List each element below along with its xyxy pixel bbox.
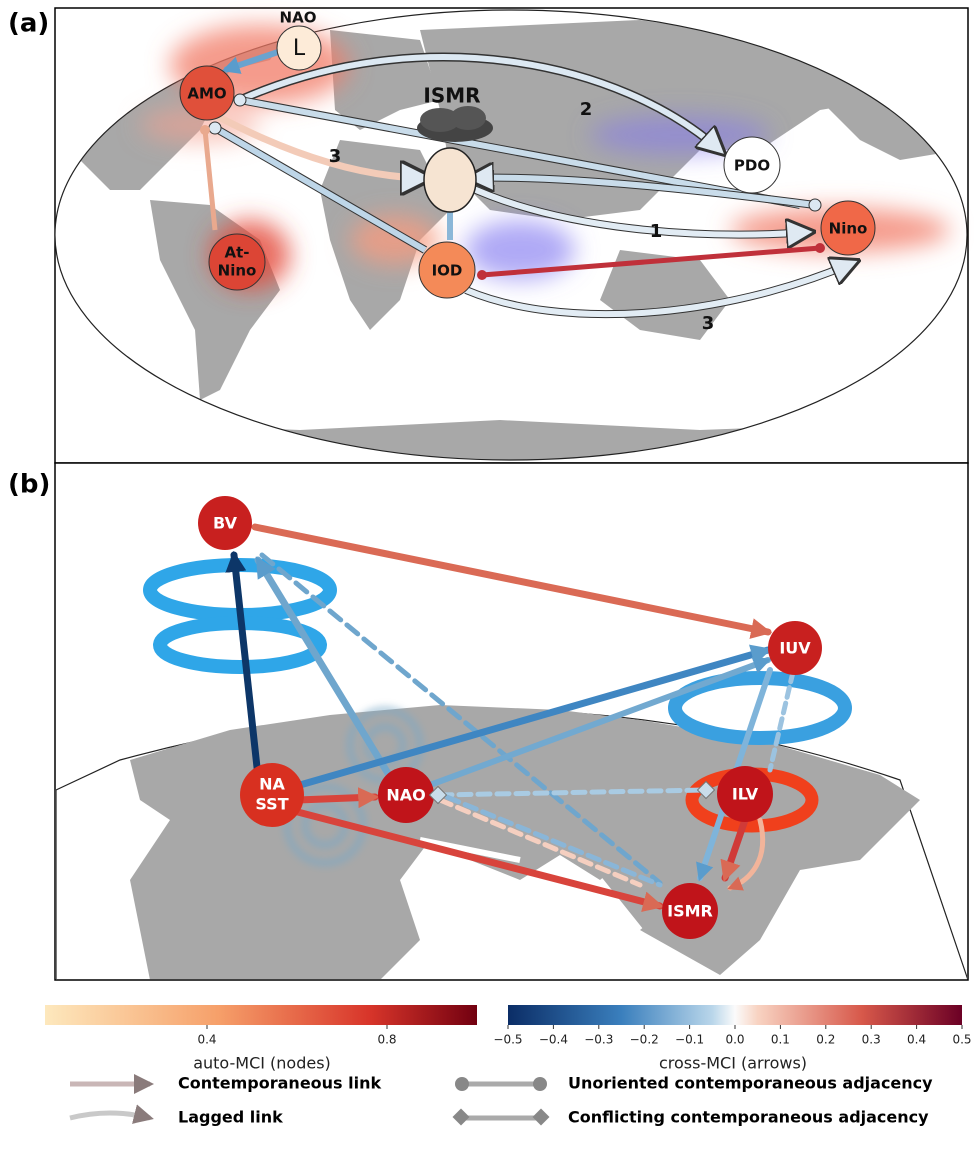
colorbar-tick-label: 0.4 xyxy=(907,1033,926,1047)
colorbar-tick-label: 0.2 xyxy=(816,1033,835,1047)
lag-label: 2 xyxy=(580,99,593,120)
node-label: NA xyxy=(259,775,285,794)
lag-label: 1 xyxy=(650,221,663,242)
colorbar-tick-label: −0.4 xyxy=(539,1033,568,1047)
colorbar-tick-label: −0.5 xyxy=(493,1033,522,1047)
panel-label: (a) xyxy=(8,9,49,39)
page: {"panel_a": {"label": "(a)", "nodes": [{… xyxy=(0,0,974,1154)
colorbar-tick-label: 0.4 xyxy=(197,1033,216,1047)
node-label: ILV xyxy=(732,785,759,804)
colorbar-tick-label: 0.8 xyxy=(377,1033,396,1047)
node-label: PDO xyxy=(734,157,770,175)
lag-label: 3 xyxy=(329,146,342,167)
colorbar-title: cross-MCI (arrows) xyxy=(659,1054,807,1073)
colorbar-ticks: 0.4 0.8 −0.5 −0.4 −0.3 −0.2 −0.1 0.0 0.1 0.2 0.3 0.… xyxy=(197,1025,971,1047)
node-label: BV xyxy=(213,514,238,533)
colorbar-tick-label: −0.1 xyxy=(675,1033,704,1047)
node-label: At- xyxy=(224,244,249,262)
node-label: IOD xyxy=(432,262,463,280)
colorbar-tick-label: −0.3 xyxy=(584,1033,613,1047)
node-label: AMO xyxy=(187,85,226,103)
legend-label: Lagged link xyxy=(178,1108,283,1127)
legend: Contemporaneous link Lagged link Unorien… xyxy=(70,1074,933,1127)
panel-label: (b) xyxy=(8,470,50,500)
legend-label: Conflicting contemporaneous adjacency xyxy=(568,1108,929,1127)
colorbar-tick-label: 0.5 xyxy=(952,1033,971,1047)
node-label: Nino xyxy=(218,262,257,280)
colorbar-tick-label: 0.1 xyxy=(771,1033,790,1047)
colorbar-tick-label: 0.3 xyxy=(862,1033,881,1047)
colorbar-title: auto-MCI (nodes) xyxy=(193,1054,331,1073)
figure: (a) NAO L AMO At- Nino ISMR PDO Nino IOD… xyxy=(0,0,974,1154)
node-label: Nino xyxy=(829,220,868,238)
legend-label: Unoriented contemporaneous adjacency xyxy=(568,1074,933,1093)
node-label: SST xyxy=(255,795,288,814)
legend-label: Contemporaneous link xyxy=(178,1074,382,1093)
node-label: IUV xyxy=(779,639,811,658)
node-label: NAO xyxy=(386,786,425,805)
colorbar-tick-label: −0.2 xyxy=(630,1033,659,1047)
lag-label: 3 xyxy=(702,313,715,334)
colorbar-tick-label: 0.0 xyxy=(725,1033,744,1047)
colorbar xyxy=(508,1005,962,1025)
node-label: ISMR xyxy=(423,84,480,108)
node-label: ISMR xyxy=(667,902,713,921)
colorbar xyxy=(45,1005,477,1025)
node-label: L xyxy=(293,36,306,61)
node-label: NAO xyxy=(280,9,317,27)
